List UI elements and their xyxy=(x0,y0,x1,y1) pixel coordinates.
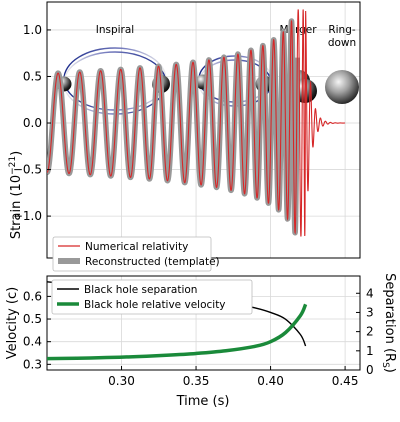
legend-label-separation: Black hole separation xyxy=(84,284,197,296)
xtick-label-0: 0.30 xyxy=(108,374,135,388)
velocity-ytick-label-2: 0.4 xyxy=(23,335,42,349)
velocity-legend: Black hole separation Black hole relativ… xyxy=(51,279,253,315)
strain-ytick-label-3: −0.5 xyxy=(13,163,42,177)
velocity-axis-ticks: 0.30 0.35 0.40 0.45 0.6 0.5 0.4 0.3 4 3 2 1 0 xyxy=(23,286,374,388)
velocity-ytick-label-3: 0.3 xyxy=(23,357,42,371)
velocity-ytick-label-1: 0.5 xyxy=(23,312,42,326)
strain-ytick-label-2: 0.0 xyxy=(23,116,42,130)
series-black-hole-velocity xyxy=(47,303,308,361)
phase-label-ringdown-2: down xyxy=(328,37,356,49)
phase-label-inspiral: Inspiral xyxy=(96,24,134,36)
time-x-axis-label: Time (s) xyxy=(176,394,230,409)
velocity-legend-box xyxy=(51,279,253,315)
strain-y-axis-label: Strain (10−21) xyxy=(8,151,24,239)
series-numerical-relativity xyxy=(47,9,346,237)
velocity-y-axis-label: Velocity (c) xyxy=(5,287,20,359)
separation-ytick-label-2: 2 xyxy=(366,325,374,339)
velocity-ytick-label-0: 0.6 xyxy=(23,289,42,303)
separation-ytick-label-1: 3 xyxy=(366,305,374,319)
legend-label-reconstructed: Reconstructed (template) xyxy=(85,256,220,268)
separation-ytick-label-3: 1 xyxy=(366,344,374,358)
xtick-label-1: 0.35 xyxy=(183,374,210,388)
strain-ytick-label-0: 1.0 xyxy=(23,23,42,37)
velocity-plot-frame xyxy=(46,275,361,371)
legend-label-velocity: Black hole relative velocity xyxy=(84,299,226,311)
xtick-label-3: 0.45 xyxy=(332,374,359,388)
separation-ytick-label-0: 4 xyxy=(366,286,374,300)
legend-label-numerical-relativity: Numerical relativity xyxy=(85,241,188,253)
phase-label-ringdown-1: Ring- xyxy=(328,24,356,36)
strain-ytick-label-4: −1.0 xyxy=(13,209,42,223)
separation-y-axis-label: Separation (RS) xyxy=(380,273,397,373)
strain-legend-box xyxy=(52,236,212,272)
xtick-label-2: 0.40 xyxy=(257,374,284,388)
strain-y-ticks: 1.0 0.5 0.0 −0.5 −1.0 xyxy=(13,23,51,223)
separation-ytick-label-4: 0 xyxy=(366,363,374,377)
strain-ytick-label-1: 0.5 xyxy=(23,69,42,83)
ringdown-black-hole xyxy=(325,70,359,104)
strain-legend: Numerical relativity Reconstructed (temp… xyxy=(52,236,220,272)
